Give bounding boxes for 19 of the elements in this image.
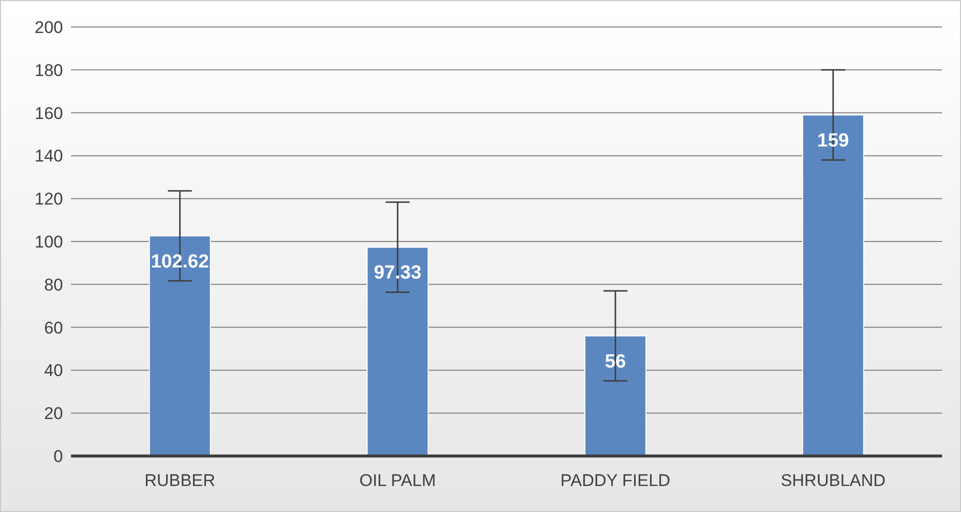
bar	[802, 114, 864, 456]
bar	[148, 235, 211, 456]
y-tick-label: 80	[44, 275, 63, 294]
y-tick-label: 120	[34, 190, 63, 209]
y-tick-label: 20	[44, 404, 63, 424]
bar	[584, 335, 646, 456]
y-tick-label: 160	[34, 104, 63, 123]
y-tick-label: 0	[54, 447, 63, 466]
x-tick-label: RUBBER	[144, 471, 216, 490]
bar	[366, 246, 429, 456]
y-tick-label: 100	[34, 232, 63, 252]
y-tick-label: 60	[44, 318, 63, 338]
y-tick-label: 140	[34, 146, 63, 166]
x-tick-label: SHRUBLAND	[780, 471, 886, 490]
x-tick-label: PADDY FIELD	[560, 471, 670, 490]
y-tick-label: 200	[34, 18, 63, 38]
y-tick-label: 40	[44, 361, 63, 380]
x-tick-label: OIL PALM	[359, 471, 436, 490]
y-tick-label: 180	[34, 60, 63, 80]
